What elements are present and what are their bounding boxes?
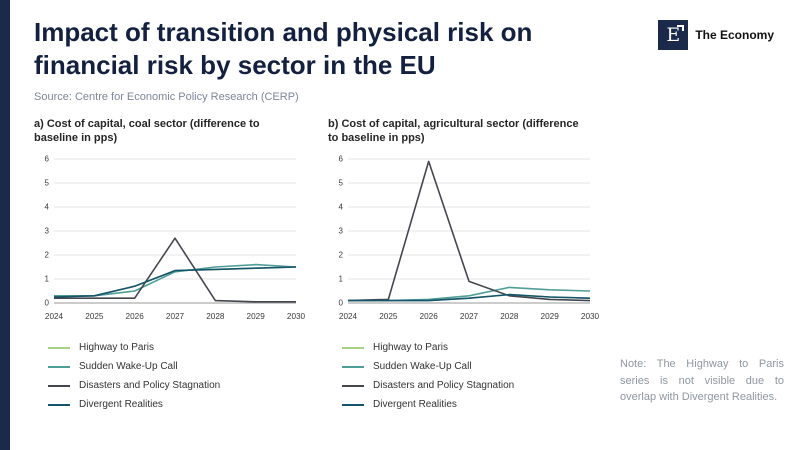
chart-a-title: a) Cost of capital, coal sector (differe… [34,117,260,144]
svg-text:2028: 2028 [500,312,519,321]
svg-text:4: 4 [339,203,344,212]
svg-text:2028: 2028 [206,312,225,321]
note-text: Note: The Highway to Paris series is not… [620,358,784,403]
line-chart-svg: 0 1 2 3 4 5 6 2024 2025 2026 2027 2028 2029 2030 [45,155,306,321]
legend-swatch [48,365,70,368]
svg-text:2024: 2024 [45,312,64,321]
svg-text:2030: 2030 [287,312,306,321]
logo-text: The Economy [695,28,774,42]
legend-item: Highway to Paris [342,342,600,353]
chart-b: b) Cost of capital, agricultural sector … [328,117,600,419]
legend-label: Highway to Paris [79,342,155,354]
legend-swatch [342,365,364,368]
chart-a: a) Cost of capital, coal sector (differe… [34,117,306,419]
chart-b-plot: 0 1 2 3 4 5 6 2024 2025 2026 2027 2028 2029 2030 [328,149,600,334]
logo-letter: E [666,24,681,46]
svg-text:2025: 2025 [85,312,104,321]
svg-text:1: 1 [339,275,344,284]
svg-text:2: 2 [339,251,344,260]
legend-label: Disasters and Policy Stagnation [373,380,515,392]
legend-label: Divergent Realities [79,399,163,411]
legend-item: Sudden Wake-Up Call [342,361,600,372]
legend-label: Sudden Wake-Up Call [373,361,472,373]
svg-text:5: 5 [45,179,50,188]
page-title: Impact of transition and physical risk o… [34,17,533,81]
svg-text:2026: 2026 [126,312,145,321]
svg-text:6: 6 [45,155,50,164]
svg-text:2030: 2030 [581,312,600,321]
legend-swatch [342,403,364,406]
legend-swatch [342,384,364,387]
legend-item: Divergent Realities [342,399,600,410]
chart-a-legend: Highway to Paris Sudden Wake-Up Call Disas… [34,342,306,410]
legend-item: Divergent Realities [48,399,306,410]
legend-label: Highway to Paris [373,342,449,354]
svg-text:2027: 2027 [460,312,479,321]
svg-text:2024: 2024 [339,312,358,321]
legend-swatch [48,403,70,406]
legend-item: Disasters and Policy Stagnation [48,380,306,391]
svg-text:2029: 2029 [541,312,560,321]
svg-text:2025: 2025 [379,312,398,321]
line-chart-svg: 0 1 2 3 4 5 6 2024 2025 2026 2027 2028 2029 2030 [339,155,600,321]
svg-text:2027: 2027 [166,312,185,321]
header: Impact of transition and physical risk o… [34,16,780,83]
charts-row: a) Cost of capital, coal sector (differe… [34,117,780,419]
svg-text:0: 0 [45,299,50,308]
logo: E The Economy [658,20,774,50]
legend-swatch [48,346,70,349]
svg-text:1: 1 [45,275,50,284]
legend-label: Sudden Wake-Up Call [79,361,178,373]
legend-label: Divergent Realities [373,399,457,411]
svg-text:2029: 2029 [247,312,266,321]
chart-a-plot: 0 1 2 3 4 5 6 2024 2025 2026 2027 2028 2029 2030 [34,149,306,334]
source-text: Source: Centre for Economic Policy Resea… [34,90,299,103]
logo-tick-icon [677,25,685,31]
logo-mark-icon: E [658,20,689,50]
legend-item: Sudden Wake-Up Call [48,361,306,372]
chart-b-legend: Highway to Paris Sudden Wake-Up Call Disas… [328,342,600,410]
accent-bar [0,0,10,450]
svg-text:5: 5 [339,179,344,188]
legend-swatch [342,346,364,349]
legend-item: Highway to Paris [48,342,306,353]
svg-text:3: 3 [339,227,344,236]
svg-text:3: 3 [45,227,50,236]
chart-b-title: b) Cost of capital, agricultural sector … [328,117,579,144]
svg-text:6: 6 [339,155,344,164]
svg-text:2: 2 [45,251,50,260]
legend-label: Disasters and Policy Stagnation [79,380,221,392]
svg-text:4: 4 [45,203,50,212]
legend-item: Disasters and Policy Stagnation [342,380,600,391]
svg-text:0: 0 [339,299,344,308]
svg-text:2026: 2026 [420,312,439,321]
legend-swatch [48,384,70,387]
